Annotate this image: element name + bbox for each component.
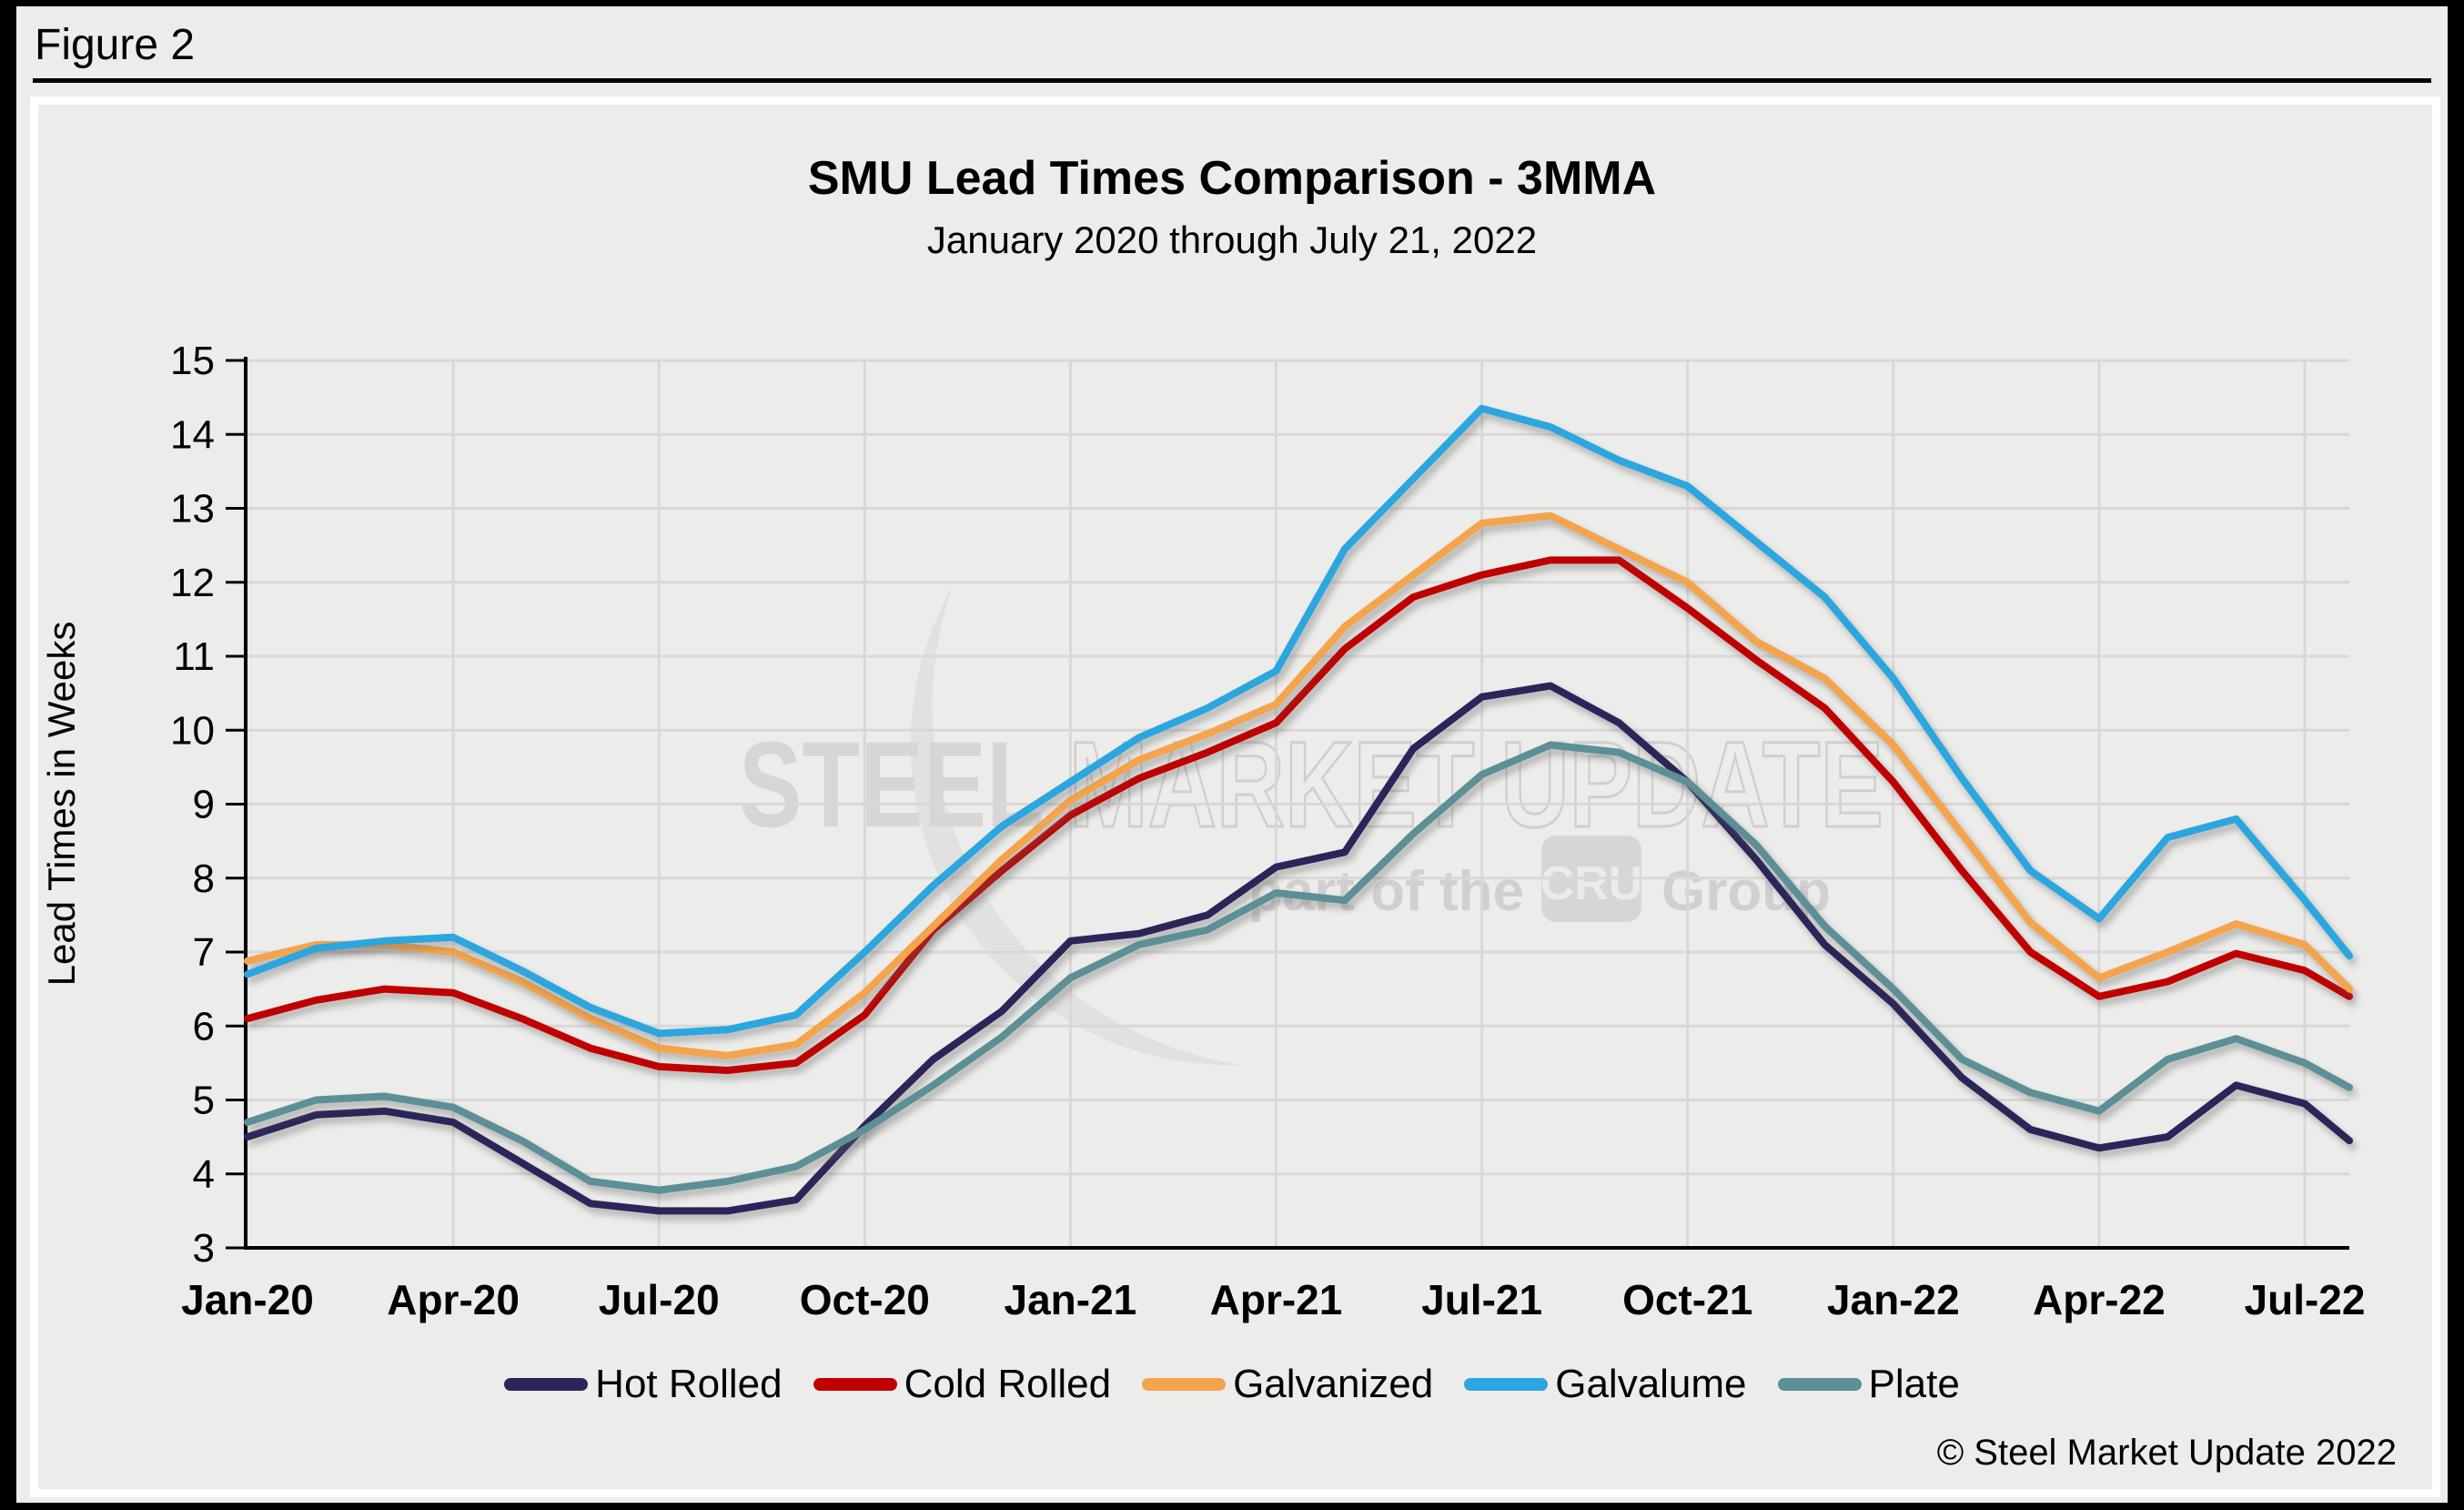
y-tick-label: 8: [193, 856, 215, 901]
y-tick-label: 14: [170, 412, 215, 457]
x-tick-label: Jan-22: [1827, 1276, 1960, 1323]
series-line-cold-rolled: [244, 556, 2353, 1074]
cru-badge-text: CRU: [1540, 857, 1643, 910]
legend-label: Plate: [1868, 1362, 1960, 1406]
x-tick-label: Apr-20: [387, 1276, 520, 1323]
y-tick-label: 10: [170, 708, 215, 753]
legend-label: Hot Rolled: [595, 1362, 783, 1406]
x-tick-label: Jul-20: [599, 1276, 720, 1323]
y-tick-labels: 3 4 5 6 7 8 9 10 11 12 13 14 15: [170, 339, 215, 1271]
y-tick-label: 12: [170, 561, 215, 605]
chart-title: SMU Lead Times Comparison - 3MMA: [807, 152, 1657, 205]
y-tick-label: 5: [193, 1079, 215, 1123]
x-tick-label: Apr-22: [2033, 1276, 2166, 1323]
y-tick-label: 15: [170, 339, 215, 383]
y-tick-label: 7: [193, 930, 215, 975]
y-tick-label: 9: [193, 783, 215, 827]
x-tick-label: Jan-20: [181, 1276, 314, 1323]
legend-item-cold-rolled: Cold Rolled: [813, 1362, 1111, 1407]
legend-item-galvanized: Galvanized: [1142, 1362, 1433, 1407]
watermark-text: STEEL MARKET UPDATE: [739, 717, 1883, 853]
gridlines: [247, 359, 2349, 1248]
legend-swatch: [1464, 1378, 1549, 1391]
watermark-swoosh: [910, 584, 1243, 1066]
y-tick-label: 4: [193, 1152, 215, 1197]
legend-label: Galvalume: [1555, 1362, 1747, 1406]
legend-swatch: [813, 1378, 897, 1391]
figure-label: Figure 2: [35, 21, 196, 69]
axes: [226, 357, 2349, 1250]
x-tick-label: Jul-22: [2245, 1276, 2366, 1323]
y-axis-title: Lead Times in Weeks: [40, 622, 83, 987]
chart-panel-border: [30, 96, 2440, 1497]
series-line-hot-rolled: [244, 682, 2353, 1215]
copyright-note: © Steel Market Update 2022: [1936, 1433, 2397, 1473]
legend-label: Galvanized: [1233, 1362, 1434, 1406]
x-tick-label: Oct-21: [1622, 1276, 1752, 1323]
y-tick-label: 6: [193, 1004, 215, 1049]
legend-item-plate: Plate: [1777, 1362, 1960, 1407]
series-line-galvanized: [244, 512, 2353, 1059]
header-divider: [33, 78, 2431, 83]
legend-swatch: [1142, 1378, 1227, 1391]
x-tick-label: Apr-21: [1210, 1276, 1343, 1323]
y-tick-label: 11: [173, 634, 215, 679]
x-tick-labels: Jan-20 Apr-20 Jul-20 Oct-20 Jan-21 Apr-21 Jul-…: [181, 1276, 2365, 1323]
legend-item-hot-rolled: Hot Rolled: [504, 1362, 783, 1407]
legend-swatch: [1777, 1378, 1862, 1391]
legend-label: Cold Rolled: [904, 1362, 1112, 1406]
legend-item-galvalume: Galvalume: [1464, 1362, 1747, 1407]
y-tick-label: 13: [170, 487, 215, 532]
chart-subtitle: January 2020 through July 21, 2022: [926, 218, 1538, 261]
y-tick-label: 3: [193, 1226, 215, 1271]
legend: Hot Rolled Cold Rolled Galvanized Galvalume…: [0, 1362, 2464, 1407]
x-tick-label: Jul-21: [1421, 1276, 1542, 1323]
series-line-plate: [244, 741, 2353, 1194]
legend-swatch: [504, 1378, 589, 1391]
series-line-galvalume: [244, 404, 2353, 1038]
x-tick-label: Jan-21: [1005, 1276, 1137, 1323]
x-tick-label: Oct-20: [800, 1276, 930, 1323]
